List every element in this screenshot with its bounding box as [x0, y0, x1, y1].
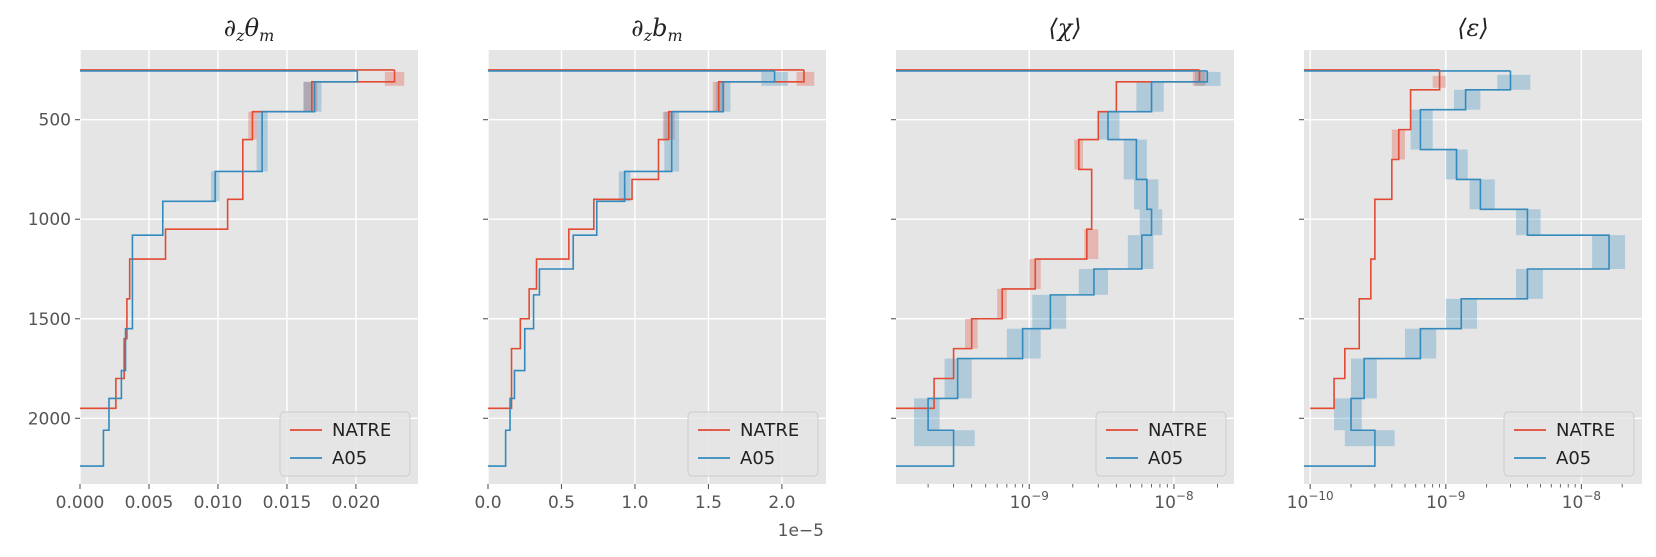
uncertainty-box-a05	[1454, 89, 1481, 110]
x-tick-label: 0.010	[194, 493, 243, 513]
legend-label-natre: NATRE	[332, 420, 391, 441]
uncertainty-box-a05	[1410, 109, 1433, 150]
x-tick-label: 0.005	[125, 493, 174, 513]
y-tick-label: 500	[39, 111, 71, 131]
legend: NATRE A05	[1503, 411, 1635, 477]
series-line-natre	[896, 69, 1201, 410]
uncertainty-box-a05	[1123, 139, 1147, 180]
x-tick-label: 2.0	[768, 493, 795, 513]
legend-box	[1095, 411, 1227, 477]
panel-4: 10−10 10−9 10−8 ⟨ε⟩ NATRE A05	[1287, 14, 1642, 513]
panel-1: 0.000 0.005 0.010 0.015 0.020 500 1000 1500 2000…	[28, 14, 418, 513]
x-tick-label: 1.5	[695, 493, 722, 513]
legend: NATRE A05	[279, 411, 411, 477]
legend: NATRE A05	[687, 411, 819, 477]
y-tick-label: 1500	[28, 310, 71, 330]
series-line-natre	[1310, 69, 1441, 410]
uncertainty-box-a05	[1516, 268, 1543, 299]
uncertainty-box-a05	[1127, 235, 1154, 269]
uncertainty-box-natre	[796, 71, 815, 86]
series-line-a05	[896, 70, 1209, 467]
series-line-a05	[488, 70, 776, 467]
legend-label-a05: A05	[332, 448, 367, 469]
uncertainty-box-a05	[1136, 81, 1164, 112]
x-tick-label: 0.0	[474, 493, 501, 513]
x-tick-label: 10−9	[1010, 489, 1049, 513]
x-tick-label: 10−10	[1287, 489, 1334, 513]
uncertainty-box-a05	[1334, 398, 1362, 431]
uncertainty-box-a05	[914, 430, 975, 447]
panel-3: 10−9 10−8 ⟨χ⟩ NATRE A05	[891, 14, 1234, 513]
legend-label-a05: A05	[1556, 448, 1591, 469]
legend-box	[1503, 411, 1635, 477]
legend-box	[279, 411, 411, 477]
x-tick-label: 10−8	[1562, 489, 1601, 513]
x-tick-label: 1.0	[621, 493, 648, 513]
legend: NATRE A05	[1095, 411, 1227, 477]
x-tick-label: 0.015	[263, 493, 312, 513]
panel-title: ⟨χ⟩	[1048, 14, 1081, 42]
panel-title: ∂zbm	[631, 14, 682, 45]
legend-label-natre: NATRE	[740, 420, 799, 441]
uncertainty-box-natre	[1084, 229, 1099, 260]
uncertainty-box-a05	[1344, 430, 1395, 447]
x-tick-label: 10−9	[1426, 489, 1465, 513]
uncertainty-box-a05	[1516, 209, 1541, 236]
panel-2: 0.0 0.5 1.0 1.5 2.0 1e−5 ∂zbm NATRE A05	[474, 14, 826, 541]
legend-label-natre: NATRE	[1556, 420, 1615, 441]
series-line-a05	[80, 70, 359, 467]
y-tick-label: 2000	[28, 409, 71, 429]
x-tick-label: 0.020	[332, 493, 381, 513]
y-tick-label: 1000	[28, 210, 71, 230]
legend-label-a05: A05	[740, 448, 775, 469]
legend-box	[687, 411, 819, 477]
uncertainty-box-a05	[914, 398, 940, 431]
uncertainty-box-a05	[1006, 328, 1041, 359]
series-line-a05	[1304, 70, 1610, 467]
uncertainty-box-a05	[1497, 74, 1531, 90]
uncertainty-box-a05	[1469, 179, 1495, 210]
panel-title: ∂zθm	[224, 14, 274, 45]
uncertainty-box-a05	[1098, 111, 1120, 140]
uncertainty-box-a05	[1032, 294, 1067, 329]
legend-label-a05: A05	[1148, 448, 1183, 469]
x-tick-label: 10−8	[1154, 489, 1193, 513]
panel-title: ⟨ε⟩	[1457, 14, 1489, 42]
x-tick-label: 0.5	[548, 493, 575, 513]
x-offset-label: 1e−5	[778, 521, 824, 541]
x-tick-label: 0.000	[56, 493, 105, 513]
legend-label-natre: NATRE	[1148, 420, 1207, 441]
